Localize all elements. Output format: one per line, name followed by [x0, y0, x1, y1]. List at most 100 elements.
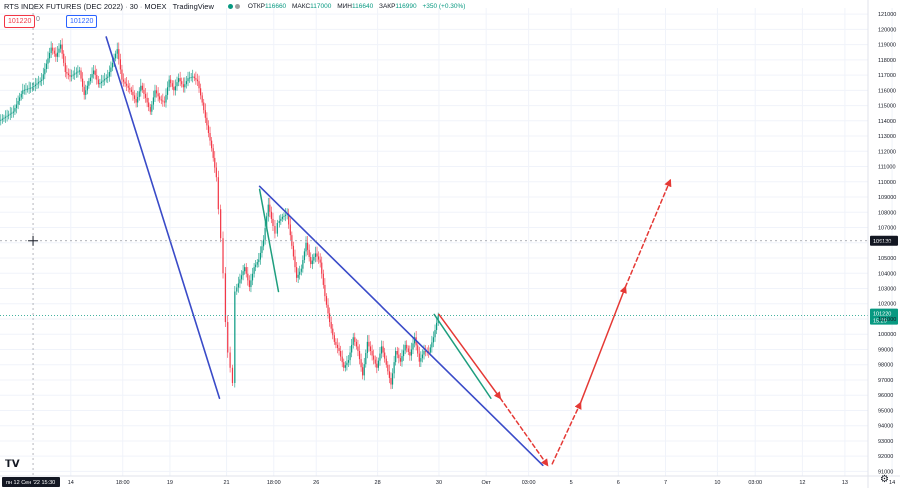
- candle-body: [424, 350, 427, 352]
- candle-body: [129, 87, 131, 90]
- time-tick-label: 12: [799, 480, 805, 486]
- candle-body: [121, 69, 123, 80]
- candle-body: [421, 354, 424, 359]
- candle-body: [102, 80, 104, 82]
- candle-body: [141, 85, 143, 90]
- candle-body: [357, 346, 359, 351]
- candle-body: [310, 256, 312, 265]
- candle-body: [50, 47, 52, 53]
- candle-body: [371, 350, 373, 356]
- candle-body: [209, 133, 211, 141]
- candle-body: [138, 91, 140, 97]
- candle-body: [420, 358, 422, 362]
- candle-body: [4, 116, 7, 118]
- candle-body: [52, 47, 54, 51]
- candle-body: [280, 218, 282, 221]
- price-tick-label: 112000: [878, 149, 896, 155]
- time-axis[interactable]: 14 18:00 19 21 18:00 26 28 30 Окт 03:00 5 6 7 10 03:00…: [0, 475, 900, 486]
- candle-body: [64, 62, 66, 73]
- candle-body: [196, 79, 199, 82]
- price-tick-label: 98000: [878, 363, 893, 369]
- candle-body: [362, 367, 364, 376]
- price-tick-label: 115000: [878, 104, 896, 110]
- price-tick-label: 99000: [878, 347, 893, 353]
- forecast-arrow: [551, 401, 582, 465]
- candle-body: [36, 83, 38, 85]
- candle-body: [434, 330, 436, 338]
- candle-body: [104, 79, 106, 81]
- candle-body: [276, 222, 278, 234]
- crosshair-time-box: [2, 477, 60, 487]
- candle-body: [133, 95, 136, 99]
- candle-body: [30, 87, 32, 89]
- candle-body: [15, 104, 18, 109]
- candle-body: [44, 68, 46, 75]
- candle-body: [401, 356, 403, 362]
- candle-body: [159, 96, 161, 100]
- candle-body: [245, 267, 247, 274]
- price-tick-label: 114000: [878, 119, 896, 125]
- candle-body: [91, 74, 93, 78]
- candle-body: [346, 362, 348, 366]
- candle-body: [107, 76, 109, 78]
- candle-body: [366, 341, 368, 354]
- candle-body: [409, 352, 411, 356]
- candle-body: [80, 70, 82, 79]
- price-axis[interactable]: 121000 120000 119000 118000 117000 116000 1150…: [867, 0, 896, 488]
- candle-body: [267, 204, 269, 217]
- candle-body: [126, 83, 128, 86]
- candle-body: [343, 362, 345, 368]
- candle-body: [302, 260, 304, 269]
- candle-body: [140, 85, 142, 92]
- candle-body: [116, 49, 118, 54]
- candle-body: [1, 118, 3, 120]
- last-price-label: 101220: [873, 312, 891, 318]
- forecast-arrow: [579, 285, 627, 404]
- candle-body: [327, 304, 329, 314]
- price-tick-label: 91000: [878, 469, 893, 475]
- symbol-legend[interactable]: RTS INDEX FUTURES (DEC 2022) · 30 · MOEX Tra…: [4, 2, 214, 11]
- buy-price-button[interactable]: 101220: [66, 15, 98, 28]
- candle-body: [149, 107, 151, 112]
- candle-body: [240, 275, 243, 280]
- candle-body: [170, 79, 172, 84]
- candle-body: [11, 112, 13, 114]
- candle-body: [111, 62, 114, 68]
- time-tick-label: Окт: [482, 480, 492, 486]
- candle-body: [284, 214, 287, 216]
- candle-body: [204, 110, 206, 118]
- trendline: [258, 185, 544, 467]
- candle-body: [432, 337, 435, 343]
- candle-body: [146, 97, 148, 103]
- close-label: ЗАКР: [379, 3, 396, 10]
- grid: [0, 8, 893, 476]
- candle-body: [75, 72, 77, 74]
- time-tick-label: 19: [167, 480, 173, 486]
- candle-body: [418, 353, 420, 362]
- candle-body: [423, 350, 425, 355]
- candle-body: [329, 313, 331, 323]
- candle-body: [344, 365, 346, 368]
- price-tick-label: 93000: [878, 439, 893, 445]
- sell-price-button[interactable]: 101220: [4, 15, 36, 28]
- candle-body: [86, 85, 88, 91]
- candle-body: [63, 53, 65, 63]
- time-tick-label: 03:00: [748, 480, 762, 486]
- candle-body: [74, 73, 76, 75]
- drawings[interactable]: [105, 36, 672, 467]
- time-tick-label: 18:00: [267, 480, 281, 486]
- candle-body: [72, 74, 74, 76]
- candle-body: [23, 89, 25, 91]
- candle-body: [316, 253, 318, 257]
- candle-body: [402, 350, 405, 357]
- candle-body: [336, 344, 339, 348]
- candle-body: [39, 80, 41, 83]
- gear-icon[interactable]: ⚙: [880, 474, 889, 485]
- candle-body: [211, 140, 213, 149]
- candle-body: [306, 242, 309, 250]
- candle-body: [407, 348, 409, 353]
- candle-body: [45, 63, 48, 69]
- candle-body: [360, 359, 362, 368]
